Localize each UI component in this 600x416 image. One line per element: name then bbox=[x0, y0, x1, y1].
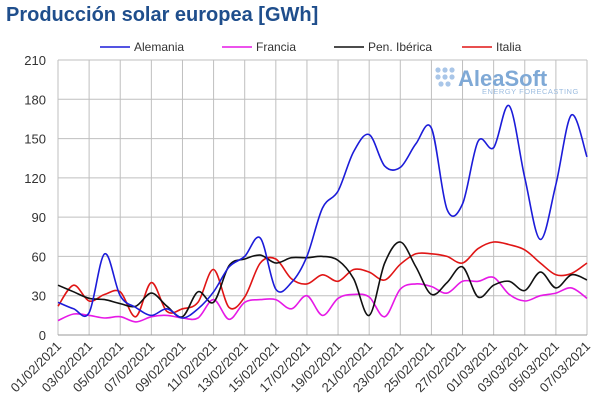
y-axis: 0 30 60 90 120 150 180 210 bbox=[24, 53, 46, 343]
series-lines bbox=[57, 104, 588, 323]
y-tick-label: 60 bbox=[32, 249, 46, 264]
logo-dot bbox=[438, 81, 444, 87]
y-tick-label: 90 bbox=[32, 210, 46, 225]
legend-label: Alemania bbox=[134, 40, 184, 54]
logo-dot bbox=[442, 67, 448, 73]
logo-dot bbox=[449, 67, 455, 73]
y-tick-label: 0 bbox=[39, 328, 46, 343]
legend-label: Francia bbox=[256, 40, 296, 54]
logo-dot bbox=[449, 74, 455, 80]
y-tick-label: 210 bbox=[24, 53, 46, 68]
logo-dot bbox=[445, 81, 451, 87]
series-line-francia bbox=[57, 276, 588, 323]
logo-dot bbox=[435, 74, 441, 80]
y-tick-label: 150 bbox=[24, 132, 46, 147]
legend: Alemania Francia Pen. Ibérica Italia bbox=[100, 40, 522, 54]
series-line-italia bbox=[57, 241, 588, 318]
legend-label: Italia bbox=[496, 40, 522, 54]
logo-dot bbox=[442, 74, 448, 80]
series-line-pen-ib-rica bbox=[57, 241, 588, 318]
series-line-alemania bbox=[57, 104, 588, 319]
legend-label: Pen. Ibérica bbox=[368, 40, 432, 54]
y-tick-label: 120 bbox=[24, 171, 46, 186]
y-tick-label: 180 bbox=[24, 92, 46, 107]
y-tick-label: 30 bbox=[32, 289, 46, 304]
x-axis: 01/02/202103/02/202105/02/202107/02/2021… bbox=[7, 339, 593, 396]
watermark-name: AleaSoft bbox=[458, 66, 548, 91]
logo-dot bbox=[435, 67, 441, 73]
chart-title: Producción solar europea [GWh] bbox=[6, 4, 319, 26]
watermark-tagline: ENERGY FORECASTING bbox=[482, 87, 579, 96]
